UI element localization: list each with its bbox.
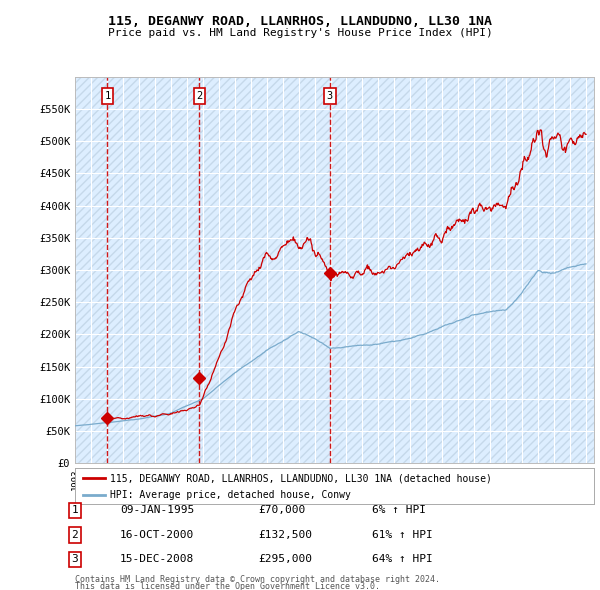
Text: 1: 1 — [104, 91, 110, 101]
Text: This data is licensed under the Open Government Licence v3.0.: This data is licensed under the Open Gov… — [75, 582, 380, 590]
Text: 09-JAN-1995: 09-JAN-1995 — [120, 506, 194, 515]
Text: 16-OCT-2000: 16-OCT-2000 — [120, 530, 194, 540]
Text: 2: 2 — [196, 91, 203, 101]
Text: £295,000: £295,000 — [258, 555, 312, 564]
Text: 115, DEGANWY ROAD, LLANRHOS, LLANDUDNO, LL30 1NA (detached house): 115, DEGANWY ROAD, LLANRHOS, LLANDUDNO, … — [110, 473, 492, 483]
Text: 61% ↑ HPI: 61% ↑ HPI — [372, 530, 433, 540]
Text: 115, DEGANWY ROAD, LLANRHOS, LLANDUDNO, LL30 1NA: 115, DEGANWY ROAD, LLANRHOS, LLANDUDNO, … — [108, 15, 492, 28]
Text: 6% ↑ HPI: 6% ↑ HPI — [372, 506, 426, 515]
Text: HPI: Average price, detached house, Conwy: HPI: Average price, detached house, Conw… — [110, 490, 351, 500]
Text: 2: 2 — [71, 530, 79, 540]
Text: 3: 3 — [71, 555, 79, 564]
Text: 3: 3 — [327, 91, 333, 101]
Text: £132,500: £132,500 — [258, 530, 312, 540]
Text: 1: 1 — [71, 506, 79, 515]
Text: £70,000: £70,000 — [258, 506, 305, 515]
Text: 15-DEC-2008: 15-DEC-2008 — [120, 555, 194, 564]
Text: Contains HM Land Registry data © Crown copyright and database right 2024.: Contains HM Land Registry data © Crown c… — [75, 575, 440, 584]
Text: 64% ↑ HPI: 64% ↑ HPI — [372, 555, 433, 564]
Text: Price paid vs. HM Land Registry's House Price Index (HPI): Price paid vs. HM Land Registry's House … — [107, 28, 493, 38]
